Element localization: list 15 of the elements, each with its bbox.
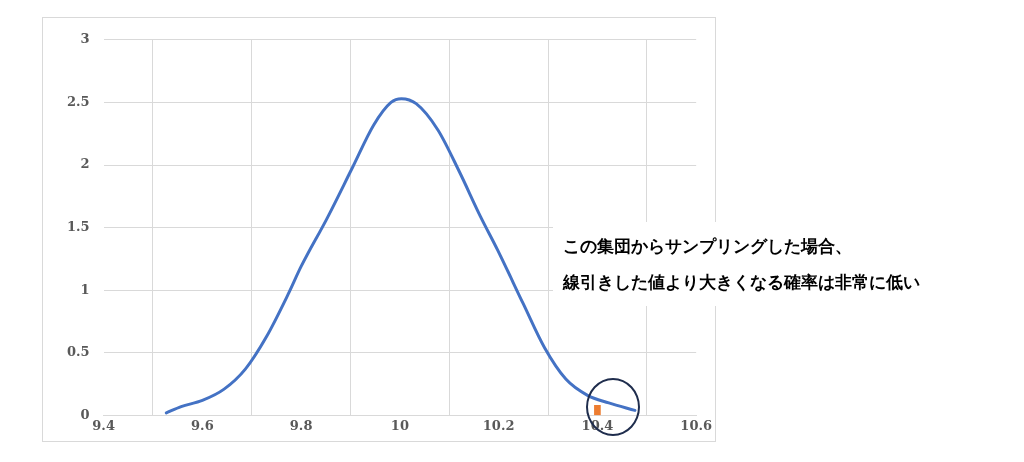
annotation: 線引きした値より大きくなる確率は非常に低い (563, 271, 920, 294)
x-tick-label: 10.6 (680, 417, 712, 433)
y-tick-label: 1 (80, 281, 90, 297)
y-tick-label: 2.5 (66, 93, 90, 109)
x-tick-label: 10 (390, 417, 409, 433)
y-tick-label: 1.5 (66, 218, 90, 234)
annotation: この集団からサンプリングした場合、 (563, 235, 853, 258)
x-tick-label: 9.8 (289, 417, 313, 433)
y-tick-label: 3 (80, 31, 90, 47)
y-tick-label: 2 (80, 156, 90, 172)
y-tick-label: 0.5 (66, 344, 90, 360)
x-tick-label: 10.2 (482, 417, 515, 433)
x-tick-label: 9.6 (191, 417, 214, 433)
y-tick-label: 0 (80, 406, 90, 422)
x-tick-label: 9.4 (92, 417, 115, 433)
